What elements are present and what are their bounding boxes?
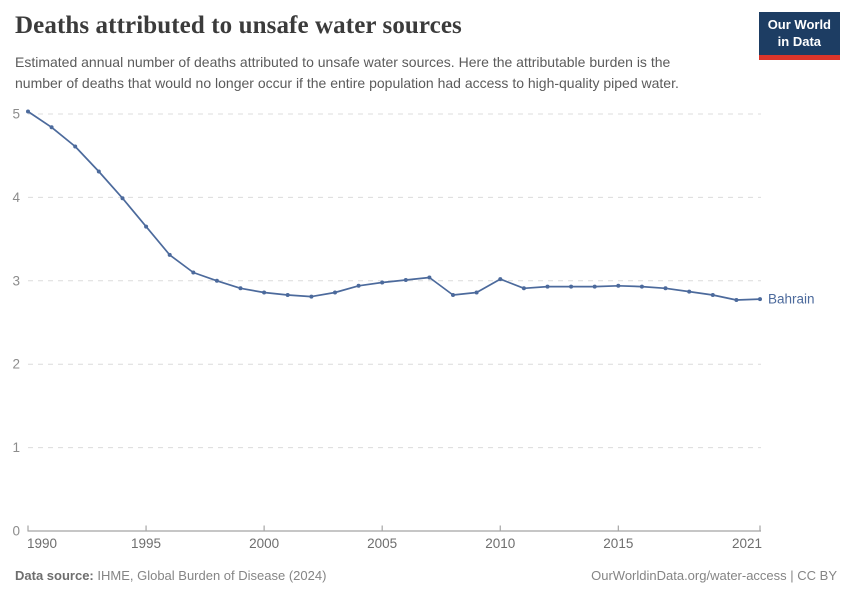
data-point[interactable] [403, 278, 408, 282]
data-point[interactable] [285, 293, 290, 297]
chart-footer: Data source: IHME, Global Burden of Dise… [15, 568, 837, 583]
data-point[interactable] [380, 280, 385, 285]
x-tick-label: 1995 [131, 536, 161, 551]
chart-title: Deaths attributed to unsafe water source… [15, 12, 462, 39]
data-point[interactable] [214, 278, 219, 283]
x-tick-label: 1990 [27, 536, 57, 551]
series-end-label[interactable]: Bahrain [768, 292, 815, 307]
x-tick-label: 2015 [603, 536, 633, 551]
data-point[interactable] [120, 196, 125, 201]
y-tick-label: 0 [12, 524, 20, 539]
data-point[interactable] [144, 224, 149, 229]
data-point[interactable] [167, 252, 172, 257]
x-tick-label: 2021 [732, 536, 762, 551]
data-point[interactable] [710, 293, 715, 297]
data-point[interactable] [569, 284, 574, 289]
data-point[interactable] [356, 283, 361, 288]
data-line[interactable] [27, 110, 761, 301]
data-point[interactable] [498, 277, 503, 282]
owid-logo-line2: in Data [777, 33, 822, 49]
chart-subtitle: Estimated annual number of deaths attrib… [15, 54, 679, 91]
data-point[interactable] [451, 293, 455, 297]
data-point[interactable] [73, 144, 78, 149]
data-point[interactable] [616, 283, 621, 288]
data-point[interactable] [49, 125, 54, 130]
data-point[interactable] [639, 284, 644, 289]
owid-logo[interactable]: Our World in Data [758, 12, 840, 60]
x-tick-label: 2005 [367, 536, 397, 551]
data-point[interactable] [333, 290, 337, 295]
data-point[interactable] [758, 297, 762, 302]
data-point[interactable] [545, 284, 550, 289]
y-tick-label: 1 [12, 440, 20, 455]
data-point[interactable] [96, 169, 101, 174]
data-point[interactable] [26, 109, 30, 114]
data-point[interactable] [191, 270, 196, 275]
data-point[interactable] [474, 290, 479, 295]
data-point[interactable] [309, 294, 314, 299]
data-point[interactable] [262, 290, 267, 295]
data-point[interactable] [427, 275, 432, 280]
y-tick-label: 4 [12, 190, 20, 205]
data-point[interactable] [663, 286, 668, 291]
line-chart[interactable]: 0 1 2 3 4 5 1990 1995 2000 2005 2010 2015 2021 Bahrai… [0, 95, 850, 555]
data-point[interactable] [687, 289, 692, 294]
data-point[interactable] [592, 284, 597, 289]
data-source-text[interactable]: IHME, Global Burden of Disease (2024) [93, 568, 327, 583]
x-tick-label: 2000 [249, 536, 279, 551]
data-source: Data source: IHME, Global Burden of Dise… [15, 568, 326, 583]
credit-link[interactable]: OurWorldinData.org/water-access | CC BY [591, 568, 837, 583]
y-tick-label: 5 [12, 107, 20, 122]
y-tick-label: 3 [12, 273, 20, 288]
x-tick-label: 2010 [485, 536, 515, 551]
owid-logo-line1: Our World [767, 17, 831, 32]
data-source-label: Data source: [15, 568, 94, 583]
data-point[interactable] [521, 286, 526, 291]
data-point[interactable] [734, 298, 739, 302]
data-point[interactable] [238, 286, 243, 291]
y-tick-label: 2 [12, 357, 20, 372]
